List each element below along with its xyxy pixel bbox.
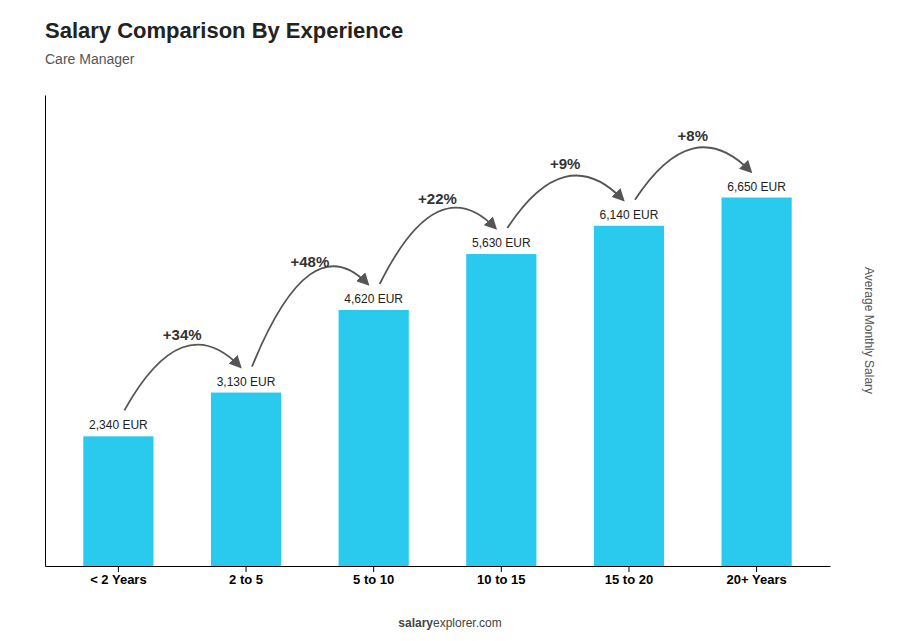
x-tick-mark bbox=[118, 566, 119, 572]
change-label: +48% bbox=[290, 253, 329, 270]
change-label: +22% bbox=[418, 190, 457, 207]
change-arrow bbox=[507, 175, 623, 228]
x-tick-label: 15 to 20 bbox=[605, 572, 653, 587]
x-tick-mark bbox=[246, 566, 247, 572]
change-annotations: +34% +48% +22% +9% +8% bbox=[124, 127, 750, 411]
x-tick: < 2 Years bbox=[90, 566, 147, 587]
y-axis-line bbox=[45, 96, 46, 567]
plot: < 2 Years 2 to 5 5 to 10 10 to 15 15 to 20 20… bbox=[46, 96, 831, 588]
x-tick: 15 to 20 bbox=[605, 566, 653, 587]
footer-part: explorer.com bbox=[433, 616, 502, 630]
chart: Salary Comparison By Experience Care Mana… bbox=[0, 0, 900, 641]
data-label: 3,130 EUR bbox=[217, 375, 276, 389]
x-tick: 10 to 15 bbox=[477, 566, 525, 587]
x-tick: 5 to 10 bbox=[353, 566, 394, 587]
data-labels: 2,340 EUR 3,130 EUR 4,620 EUR 5,630 EUR 6,14… bbox=[89, 180, 786, 433]
title: Salary Comparison By Experience bbox=[45, 18, 403, 43]
bar bbox=[722, 198, 792, 566]
subtitle: Care Manager bbox=[45, 51, 135, 67]
footer: salaryexplorer.com bbox=[398, 616, 501, 630]
x-tick-mark bbox=[373, 566, 374, 572]
x-axis-line bbox=[46, 566, 831, 567]
x-tick-label: 2 to 5 bbox=[229, 572, 263, 587]
bar bbox=[211, 393, 281, 566]
data-label: 5,630 EUR bbox=[472, 236, 531, 250]
x-tick-mark bbox=[756, 566, 757, 572]
bar bbox=[466, 254, 536, 566]
x-tick-label: 20+ Years bbox=[727, 572, 787, 587]
x-tick-label: 5 to 10 bbox=[353, 572, 394, 587]
y-axis bbox=[45, 96, 46, 567]
bar bbox=[339, 310, 409, 566]
change-arrow bbox=[635, 147, 751, 200]
change-arrow bbox=[124, 345, 240, 411]
change-label: +34% bbox=[163, 326, 202, 343]
change-arrow bbox=[252, 266, 368, 366]
bar bbox=[83, 436, 153, 566]
x-tick-mark bbox=[501, 566, 502, 572]
data-label: 6,140 EUR bbox=[600, 208, 659, 222]
x-tick-label: 10 to 15 bbox=[477, 572, 525, 587]
data-label: 4,620 EUR bbox=[344, 292, 403, 306]
change-label: +9% bbox=[550, 155, 580, 172]
x-tick-label: < 2 Years bbox=[90, 572, 147, 587]
bar bbox=[594, 226, 664, 566]
x-tick: 2 to 5 bbox=[229, 566, 263, 587]
x-axis: < 2 Years 2 to 5 5 to 10 10 to 15 15 to 20 20… bbox=[46, 566, 831, 587]
y-axis-title: Average Monthly Salary bbox=[862, 267, 876, 394]
bars bbox=[83, 198, 791, 566]
x-tick: 20+ Years bbox=[727, 566, 787, 587]
change-label: +8% bbox=[678, 127, 708, 144]
x-tick-mark bbox=[628, 566, 629, 572]
change-arrow bbox=[380, 208, 496, 284]
data-label: 2,340 EUR bbox=[89, 418, 148, 432]
footer-part: salary bbox=[398, 616, 433, 630]
data-label: 6,650 EUR bbox=[727, 180, 786, 194]
